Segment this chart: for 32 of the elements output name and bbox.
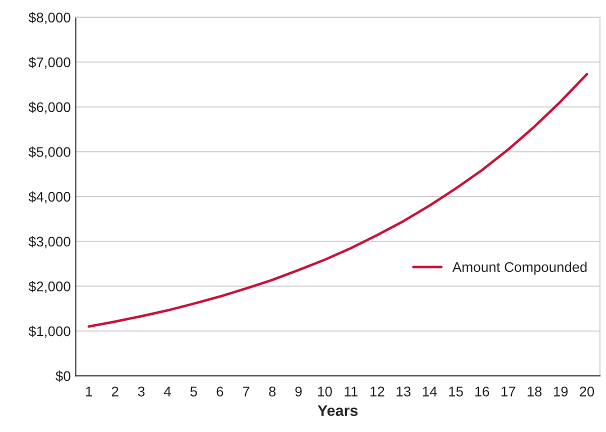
x-tick-label: 8: [269, 386, 276, 396]
line-series: [88, 72, 588, 328]
x-tick-label: 10: [318, 386, 332, 396]
x-tick-label: 20: [580, 386, 594, 396]
y-tick-label: $0: [56, 370, 70, 382]
x-tick-label: 5: [190, 386, 197, 396]
y-tick-label: $8,000: [28, 12, 70, 24]
x-tick-label: 3: [138, 386, 145, 396]
x-tick-label: 14: [422, 386, 437, 396]
y-tick-label: $1,000: [28, 326, 70, 338]
x-tick-label: 12: [370, 386, 384, 396]
x-tick-label: 16: [475, 386, 490, 396]
legend-label: Amount Compounded: [452, 262, 587, 275]
x-axis-title: Years: [318, 405, 358, 416]
x-tick-label: 17: [502, 386, 516, 396]
y-tick-label: $5,000: [28, 146, 70, 159]
x-tick-label: 6: [216, 386, 224, 396]
x-tick-label: 2: [112, 386, 118, 396]
x-tick-label: 11: [344, 386, 358, 396]
y-tick-label: $7,000: [28, 56, 70, 69]
x-tick-label: 4: [164, 386, 171, 396]
x-tick-label: 13: [396, 386, 410, 396]
y-tick-label: $2,000: [28, 280, 70, 294]
x-tick-label: 15: [449, 386, 463, 396]
x-tick-label: 7: [242, 386, 250, 396]
y-tick-label: $6,000: [28, 102, 70, 114]
x-tick-label: 1: [86, 386, 92, 396]
y-tick-label: $4,000: [28, 191, 70, 204]
y-tick-label: $3,000: [28, 236, 70, 248]
x-tick-label: 19: [554, 386, 568, 396]
x-tick-label: 18: [528, 386, 542, 396]
x-tick-label: 9: [295, 386, 302, 396]
